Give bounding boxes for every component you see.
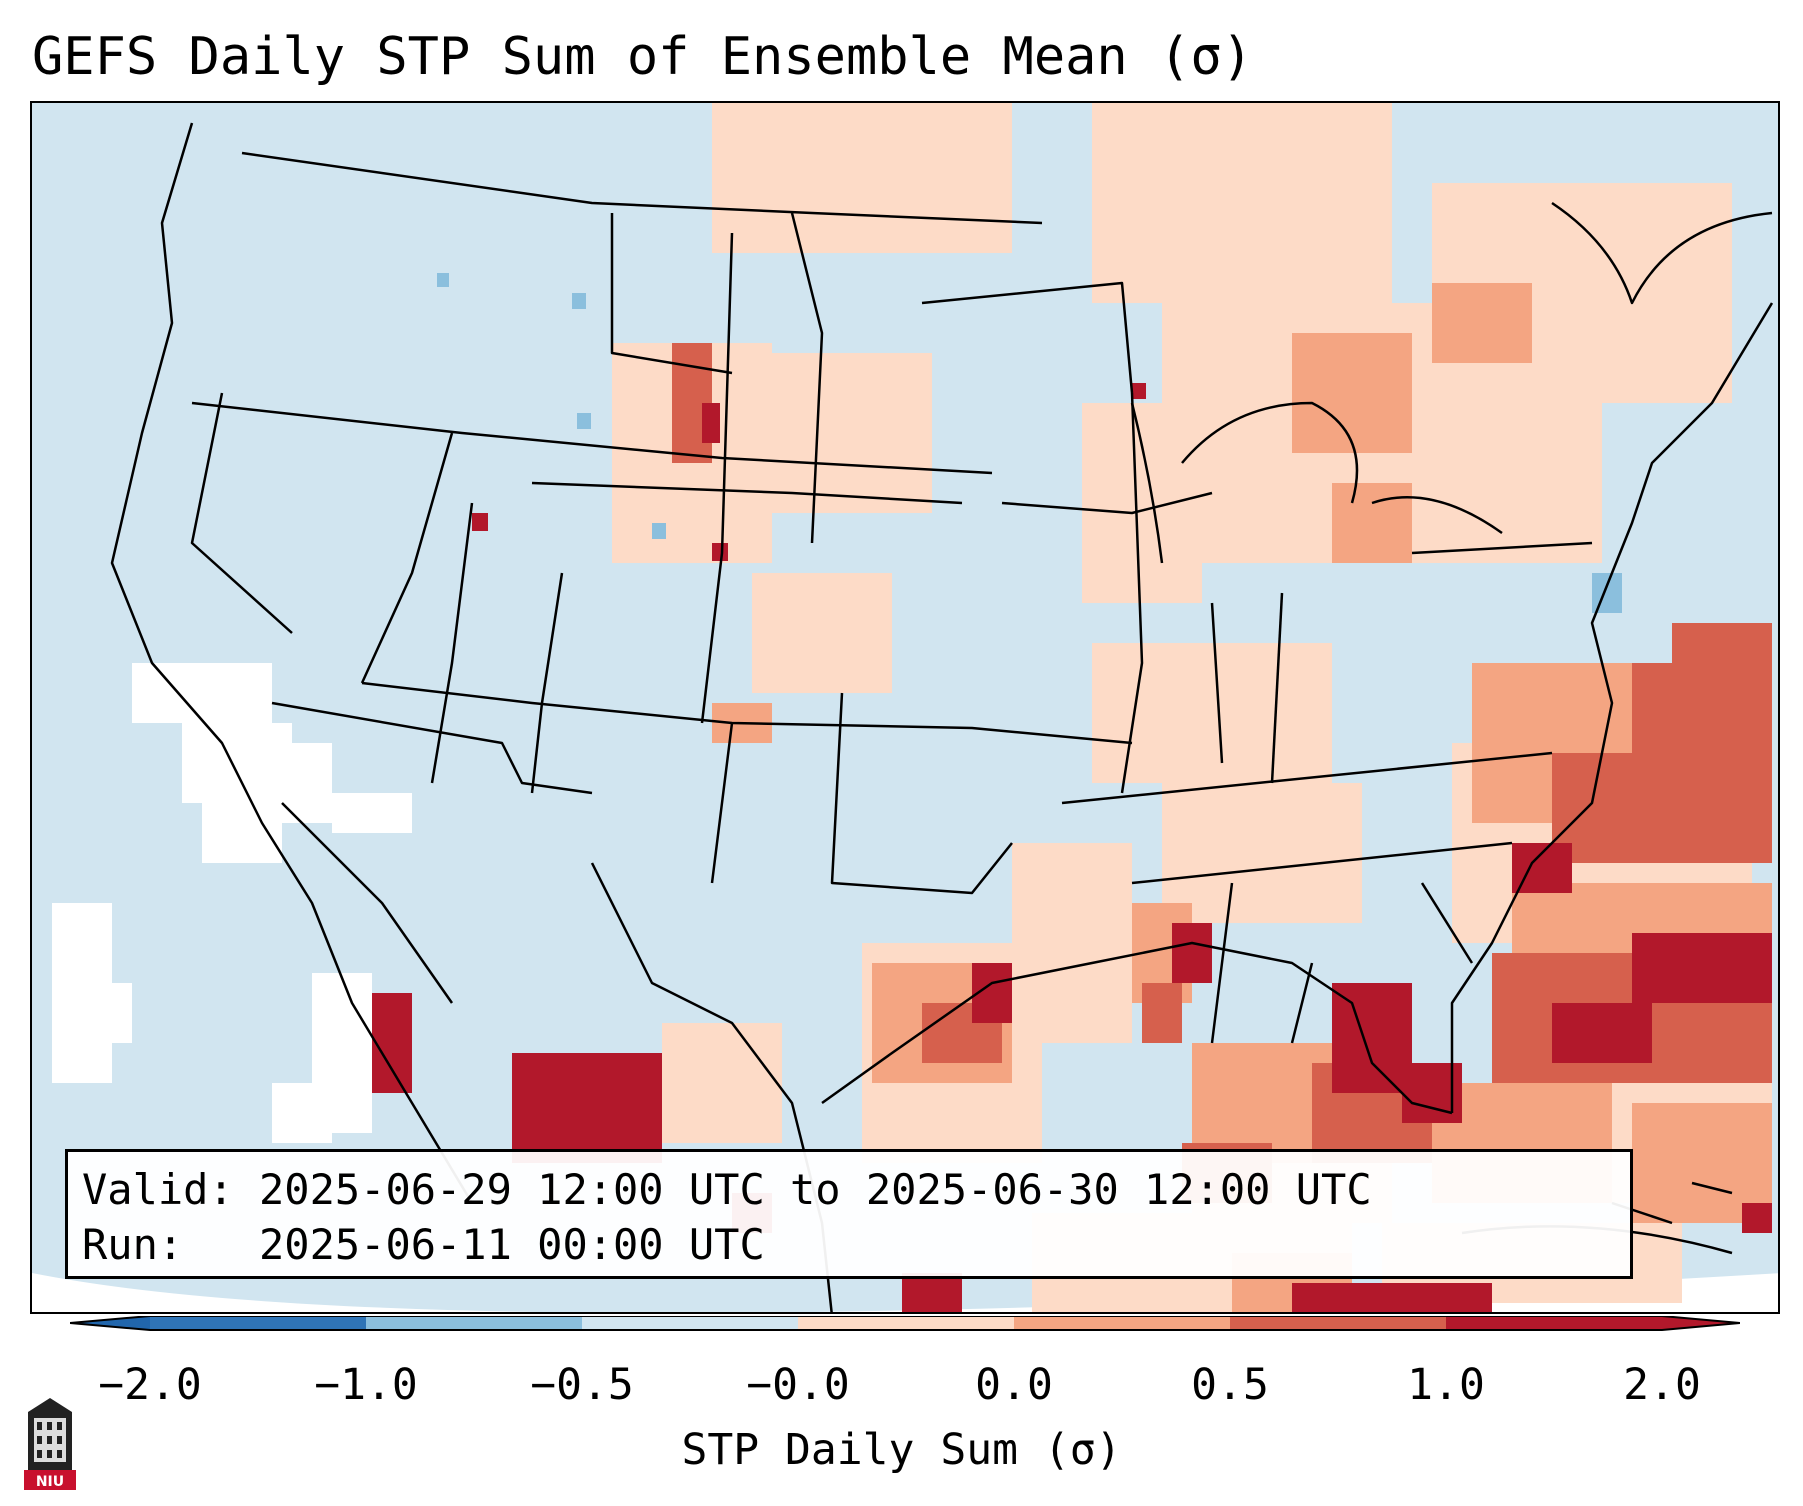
colorbar-tick: −2.0 [98,1360,202,1410]
near-zero-patches [52,663,412,1143]
colorbar-label: STP Daily Sum (σ) [681,1425,1122,1475]
logo-text: NIU [36,1474,64,1490]
colorbar-tick: −1.0 [314,1360,418,1410]
colorbar-tick: −0.0 [746,1360,850,1410]
colorbar-extend-over [1662,1316,1740,1330]
chart-title: GEFS Daily STP Sum of Ensemble Mean (σ) [32,27,1253,87]
map-panel [30,101,1780,1314]
colorbar-extend-under [70,1316,150,1330]
colorbar-tick: −0.5 [530,1360,634,1410]
colorbar-tick: 0.5 [1191,1360,1269,1410]
logo-badge [24,1470,76,1490]
colorbar-tick: 1.0 [1407,1360,1485,1410]
colorbar-bin [1230,1316,1447,1330]
colorbar-tick: 2.0 [1623,1360,1701,1410]
niu-logo: NIU [24,1398,76,1490]
validity-info-box: Valid: 2025-06-29 12:00 UTC to 2025-06-3… [65,1149,1633,1279]
valid-label: Valid: [82,1165,234,1214]
colorbar-bin [150,1316,367,1330]
coastlines [110,122,1774,1312]
colorbar-bin [798,1316,1015,1330]
colorbar-outline [70,1316,1740,1331]
colorbar-bin [366,1316,583,1330]
run-label: Run: [82,1220,184,1269]
anomaly-light-blue [437,273,1622,613]
colorbar-bin [1446,1316,1663,1330]
map-svg [32,103,1778,1312]
valid-range: 2025-06-29 12:00 UTC to 2025-06-30 12:00… [259,1165,1372,1214]
colorbar-bin [1014,1316,1231,1330]
colorbar [70,1316,1740,1331]
colorbar-tick: 0.0 [975,1360,1053,1410]
state-borders [190,151,1593,1044]
colorbar-bin [582,1316,799,1330]
run-time: 2025-06-11 00:00 UTC [259,1220,765,1269]
